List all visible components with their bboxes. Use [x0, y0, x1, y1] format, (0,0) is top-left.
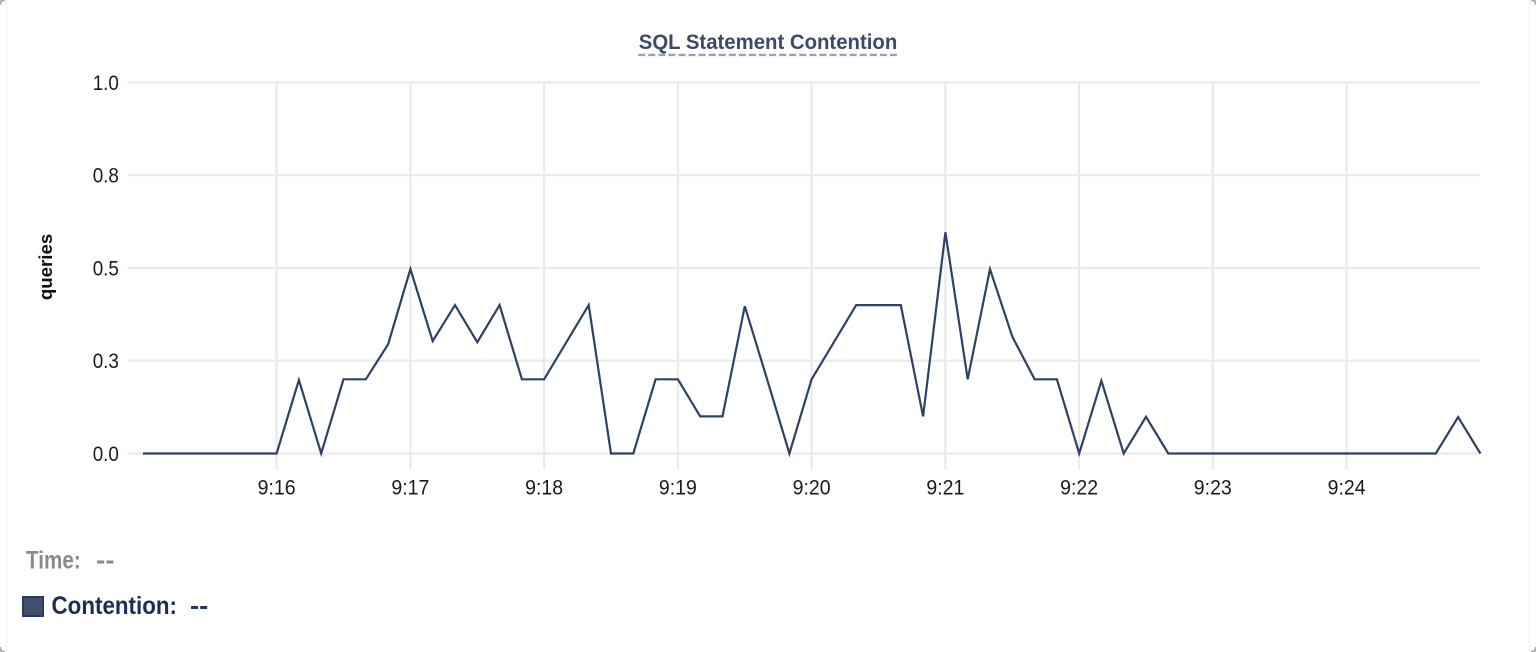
svg-text:Contention:: Contention:	[52, 592, 178, 620]
svg-text:0.5: 0.5	[93, 257, 119, 281]
svg-text:9:16: 9:16	[258, 475, 296, 499]
svg-text:0.3: 0.3	[93, 349, 119, 373]
svg-text:9:22: 9:22	[1060, 475, 1098, 499]
svg-text:--: --	[190, 592, 208, 620]
svg-text:queries: queries	[35, 234, 56, 300]
svg-text:9:18: 9:18	[525, 475, 563, 499]
svg-text:9:19: 9:19	[659, 475, 697, 499]
svg-text:SQL Statement Contention: SQL Statement Contention	[639, 30, 898, 54]
svg-text:9:24: 9:24	[1328, 475, 1366, 499]
svg-text:0.0: 0.0	[93, 442, 119, 466]
svg-text:9:23: 9:23	[1194, 475, 1232, 499]
svg-text:9:20: 9:20	[793, 475, 831, 499]
svg-text:9:21: 9:21	[926, 475, 964, 499]
svg-text:--: --	[96, 546, 115, 574]
svg-text:Time:: Time:	[26, 546, 81, 574]
svg-text:1.0: 1.0	[93, 71, 119, 95]
svg-text:9:17: 9:17	[391, 475, 429, 499]
svg-text:0.8: 0.8	[93, 164, 119, 188]
